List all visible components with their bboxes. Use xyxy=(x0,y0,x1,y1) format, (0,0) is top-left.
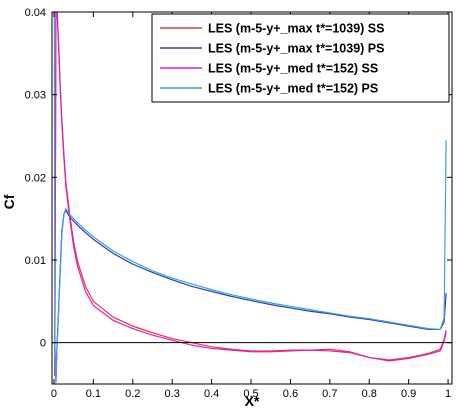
y-tick-label: 0.01 xyxy=(25,255,46,267)
legend-item: LES (m-5-y+_med t*=152) SS xyxy=(160,62,378,76)
plot-frame xyxy=(51,11,453,385)
y-tick-label: 0.02 xyxy=(25,172,46,184)
plot-lines xyxy=(53,12,447,383)
x-tick-label: 1 xyxy=(445,388,451,400)
legend: LES (m-5-y+_max t*=1039) SS LES (m-5-y+_m… xyxy=(151,13,450,103)
legend-item: LES (m-5-y+_med t*=152) PS xyxy=(160,82,378,96)
x-tick-label: 0.6 xyxy=(283,388,298,400)
legend-label: LES (m-5-y+_max t*=1039) PS xyxy=(208,42,384,56)
y-tick-label: 0.03 xyxy=(25,90,46,102)
legend-items: LES (m-5-y+_max t*=1039) SS LES (m-5-y+_m… xyxy=(160,22,384,96)
y-tick-label: 0 xyxy=(40,338,46,350)
y-axis-title: Cf xyxy=(1,194,17,209)
x-tick-label: 0.4 xyxy=(204,388,219,400)
series-line-2 xyxy=(54,209,447,383)
x-axis-ticks: 0 0.1 0.2 0.3 0.4 0.5 0.6 0.7 0.8 0.9 1 xyxy=(51,12,451,400)
x-axis-title: X* xyxy=(245,393,260,409)
legend-label: LES (m-5-y+_med t*=152) PS xyxy=(208,82,378,96)
series-line-4 xyxy=(53,12,447,383)
legend-label: LES (m-5-y+_max t*=1039) SS xyxy=(208,22,384,36)
y-axis-ticks: 0 0.01 0.02 0.03 0.04 xyxy=(25,7,452,350)
x-tick-label: 0.3 xyxy=(165,388,180,400)
x-tick-label: 0.2 xyxy=(125,388,140,400)
x-tick-label: 0.8 xyxy=(362,388,377,400)
x-tick-label: 0.5 xyxy=(243,388,258,400)
series-line-3 xyxy=(54,12,447,376)
x-tick-label: 0.9 xyxy=(401,388,416,400)
x-tick-label: 0.1 xyxy=(86,388,101,400)
legend-item: LES (m-5-y+_max t*=1039) SS xyxy=(160,22,384,36)
legend-label: LES (m-5-y+_med t*=152) SS xyxy=(208,62,378,76)
x-tick-label: 0.7 xyxy=(322,388,337,400)
legend-item: LES (m-5-y+_max t*=1039) PS xyxy=(160,42,384,56)
x-tick-label: 0 xyxy=(51,388,57,400)
y-tick-label: 0.04 xyxy=(25,7,46,19)
